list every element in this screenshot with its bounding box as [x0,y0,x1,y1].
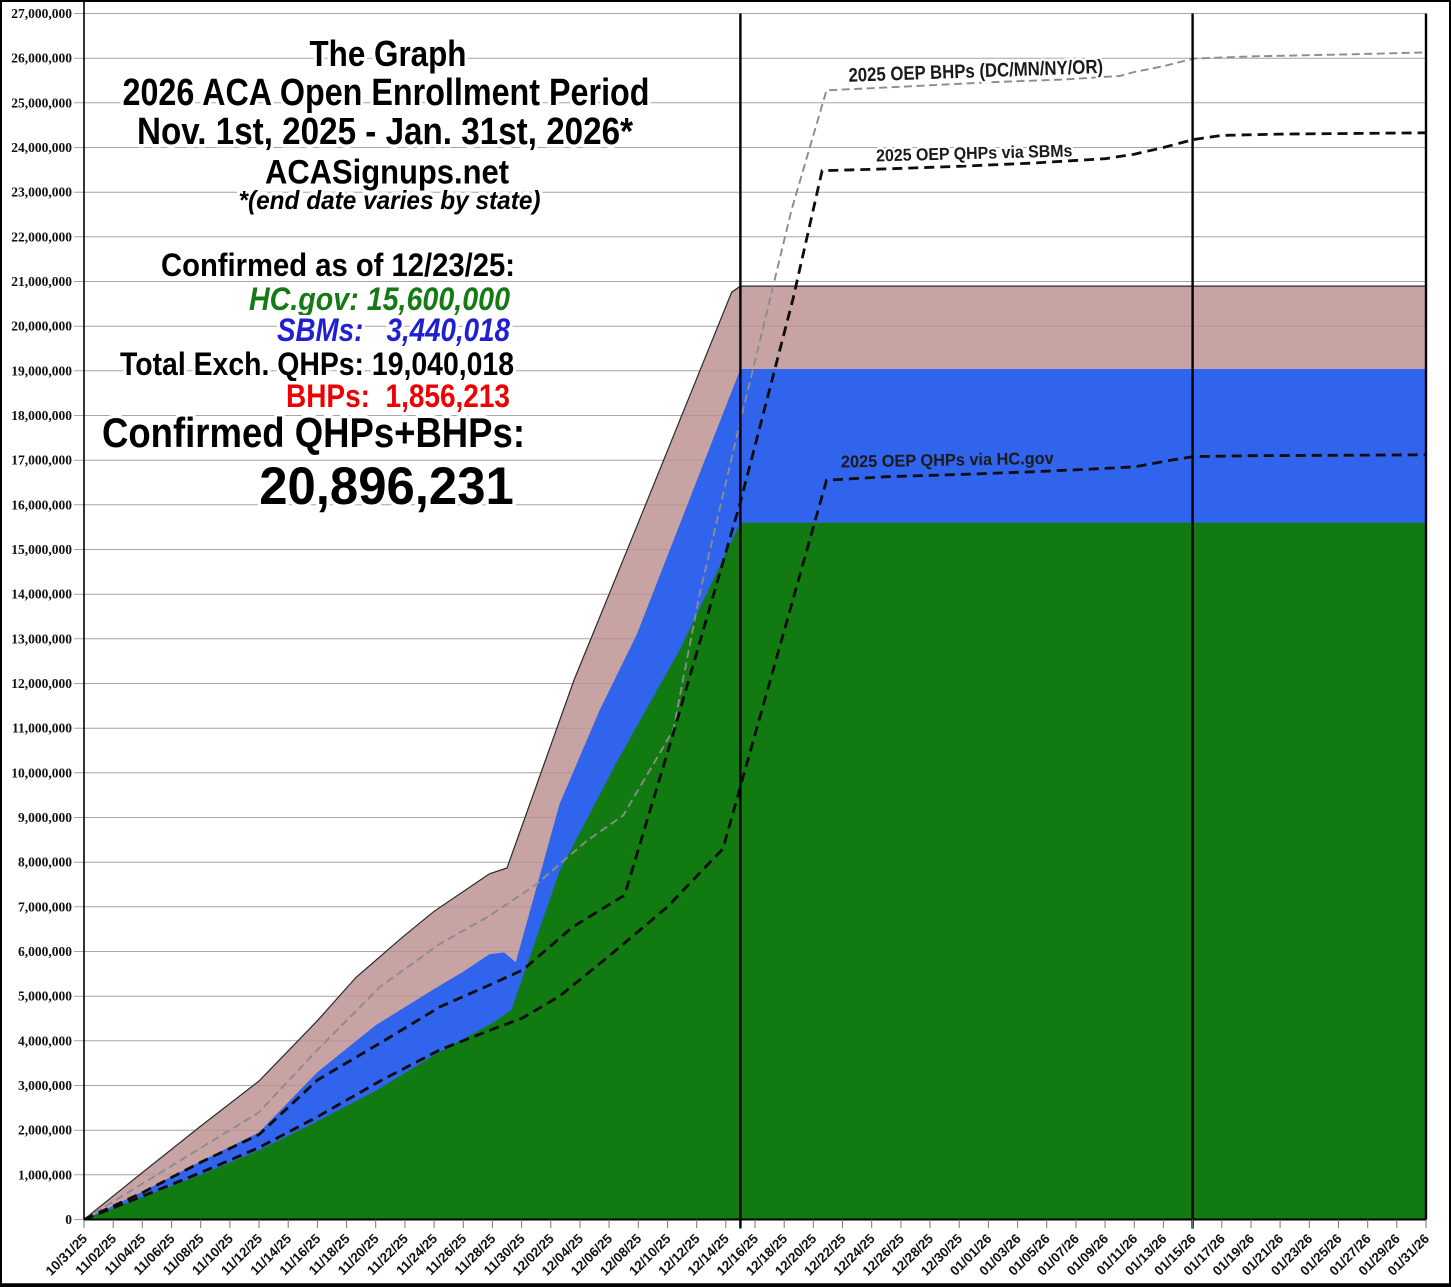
svg-text:14,000,000: 14,000,000 [11,587,72,602]
svg-text:BHPs: 1,856,213: BHPs: 1,856,213 [286,378,510,414]
svg-text:9,000,000: 9,000,000 [18,810,72,825]
svg-text:4,000,000: 4,000,000 [18,1033,72,1048]
svg-text:17,000,000: 17,000,000 [11,453,72,468]
svg-text:23,000,000: 23,000,000 [11,185,72,200]
svg-text:*(end date varies by state): *(end date varies by state) [239,185,541,215]
svg-text:Total Exch. QHPs: 19,040,018: Total Exch. QHPs: 19,040,018 [120,346,514,382]
svg-text:18,000,000: 18,000,000 [11,408,72,423]
svg-text:24,000,000: 24,000,000 [11,140,72,155]
svg-text:0: 0 [65,1212,72,1227]
svg-text:Confirmed QHPs+BHPs:: Confirmed QHPs+BHPs: [102,409,525,456]
svg-text:20,000,000: 20,000,000 [11,319,72,334]
svg-text:Confirmed as of 12/23/25:: Confirmed as of 12/23/25: [161,247,515,283]
svg-text:3,000,000: 3,000,000 [18,1078,72,1093]
svg-text:25,000,000: 25,000,000 [11,95,72,110]
svg-text:16,000,000: 16,000,000 [11,497,72,512]
svg-text:Nov. 1st, 2025 - Jan. 31st, 20: Nov. 1st, 2025 - Jan. 31st, 2026* [137,111,633,153]
svg-text:2,000,000: 2,000,000 [18,1123,72,1138]
svg-text:5,000,000: 5,000,000 [18,989,72,1004]
svg-text:2025 OEP QHPs via HC.gov: 2025 OEP QHPs via HC.gov [841,449,1055,472]
svg-text:HC.gov: 15,600,000: HC.gov: 15,600,000 [249,281,510,317]
svg-text:22,000,000: 22,000,000 [11,229,72,244]
svg-text:13,000,000: 13,000,000 [11,631,72,646]
svg-text:8,000,000: 8,000,000 [18,855,72,870]
svg-text:6,000,000: 6,000,000 [18,944,72,959]
svg-text:26,000,000: 26,000,000 [11,51,72,66]
svg-text:27,000,000: 27,000,000 [11,6,72,21]
svg-text:7,000,000: 7,000,000 [18,899,72,914]
svg-text:The Graph: The Graph [310,33,467,74]
svg-text:20,896,231: 20,896,231 [259,457,514,516]
svg-text:21,000,000: 21,000,000 [11,274,72,289]
svg-text:ACASignups.net: ACASignups.net [265,154,509,192]
svg-text:10,000,000: 10,000,000 [11,765,72,780]
svg-text:SBMs: 3,440,018: SBMs: 3,440,018 [277,312,510,348]
svg-text:12,000,000: 12,000,000 [11,676,72,691]
svg-text:15,000,000: 15,000,000 [11,542,72,557]
svg-text:2026 ACA Open Enrollment Perio: 2026 ACA Open Enrollment Period [123,72,650,114]
svg-text:2025 OEP QHPs via SBMs: 2025 OEP QHPs via SBMs [876,140,1073,165]
svg-text:19,000,000: 19,000,000 [11,363,72,378]
svg-text:11,000,000: 11,000,000 [12,721,72,736]
svg-text:1,000,000: 1,000,000 [18,1167,72,1182]
